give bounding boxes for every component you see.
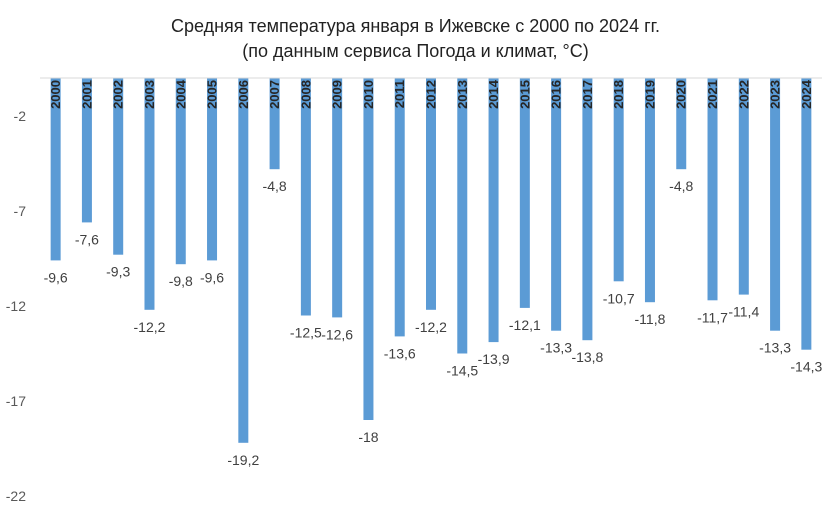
data-label: -12,6 — [321, 326, 353, 342]
x-tick-label: 2006 — [236, 80, 251, 109]
data-label: -13,9 — [478, 351, 510, 367]
bar-2004 — [175, 78, 186, 265]
x-tick-label: 2017 — [580, 80, 595, 109]
data-label: -13,6 — [384, 345, 416, 361]
x-tick-label: 2009 — [330, 80, 345, 109]
x-tick-label: 2016 — [549, 80, 564, 109]
data-label: -13,3 — [759, 340, 791, 356]
x-tick-label: 2007 — [267, 80, 282, 109]
bar-2002 — [113, 78, 124, 255]
data-label: -18 — [358, 429, 378, 445]
data-label: -7,6 — [75, 231, 99, 247]
chart-title: Средняя температура января в Ижевске с 2… — [170, 16, 661, 36]
x-tick-label: 2023 — [768, 80, 783, 109]
x-tick-label: 2002 — [111, 80, 126, 109]
y-tick-label: -2 — [14, 108, 27, 124]
bar-2014 — [488, 78, 499, 343]
bar-2017 — [582, 78, 593, 341]
bar-2022 — [738, 78, 749, 295]
data-label: -9,6 — [200, 269, 224, 285]
data-label: -14,5 — [446, 363, 478, 379]
x-tick-label: 2001 — [79, 80, 94, 109]
bar-2011 — [394, 78, 405, 337]
data-label: -12,1 — [509, 317, 541, 333]
bar-2009 — [332, 78, 343, 318]
bar-2015 — [519, 78, 530, 308]
x-tick-label: 2003 — [142, 80, 157, 109]
y-tick-label: -17 — [6, 393, 26, 409]
x-tick-label: 2013 — [455, 80, 470, 109]
x-tick-label: 2010 — [361, 80, 376, 109]
chart-subtitle: (по данным сервиса Погода и климат, °C) — [242, 41, 589, 61]
x-tick-label: 2015 — [517, 80, 532, 109]
x-tick-label: 2022 — [736, 80, 751, 109]
bar-2010 — [363, 78, 374, 420]
bar-2003 — [144, 78, 155, 310]
x-tick-label: 2008 — [298, 80, 313, 109]
data-label: -12,5 — [290, 325, 322, 341]
x-tick-label: 2000 — [48, 80, 63, 109]
x-tick-label: 2004 — [173, 79, 188, 109]
bar-2008 — [300, 78, 311, 316]
x-tick-label: 2021 — [705, 80, 720, 109]
x-tick-label: 2018 — [611, 80, 626, 109]
chart-title-block: Средняя температура января в Ижевске с 2… — [0, 14, 831, 64]
data-label: -9,6 — [44, 269, 68, 285]
bar-2013 — [457, 78, 468, 354]
y-tick-label: -22 — [6, 488, 26, 504]
data-label: -9,3 — [106, 264, 130, 280]
data-label: -4,8 — [669, 178, 693, 194]
data-label: -4,8 — [263, 178, 287, 194]
bar-2024 — [801, 78, 812, 350]
bar-2019 — [644, 78, 655, 303]
bar-2020 — [676, 78, 687, 170]
data-label: -11,7 — [697, 309, 728, 325]
x-tick-label: 2011 — [392, 80, 407, 108]
bar-2023 — [770, 78, 781, 331]
data-label: -11,8 — [635, 311, 666, 327]
data-label: -14,3 — [790, 359, 822, 375]
bar-2012 — [426, 78, 436, 310]
data-label: -13,3 — [540, 340, 572, 356]
data-label: -12,2 — [415, 319, 447, 335]
y-tick-label: -7 — [14, 203, 27, 219]
data-label: -11,4 — [728, 304, 759, 320]
data-label: -9,8 — [169, 273, 193, 289]
x-tick-label: 2012 — [424, 80, 439, 109]
bar-2018 — [613, 78, 624, 282]
y-tick-label: -12 — [6, 298, 26, 314]
x-tick-label: 2014 — [486, 79, 501, 109]
x-tick-label: 2024 — [799, 79, 814, 109]
x-tick-label: 2019 — [642, 80, 657, 109]
bar-2021 — [707, 78, 718, 301]
bar-2016 — [551, 78, 562, 331]
data-label: -10,7 — [603, 290, 635, 306]
x-tick-label: 2005 — [205, 80, 220, 109]
data-label: -12,2 — [134, 319, 166, 335]
bar-2005 — [207, 78, 218, 261]
bar-2006 — [238, 78, 249, 443]
bar-2007 — [269, 78, 280, 170]
bar-2000 — [50, 78, 61, 261]
data-label: -13,8 — [571, 349, 603, 365]
data-label: -19,2 — [227, 452, 259, 468]
bar-2001 — [81, 78, 92, 223]
x-tick-label: 2020 — [674, 80, 689, 109]
